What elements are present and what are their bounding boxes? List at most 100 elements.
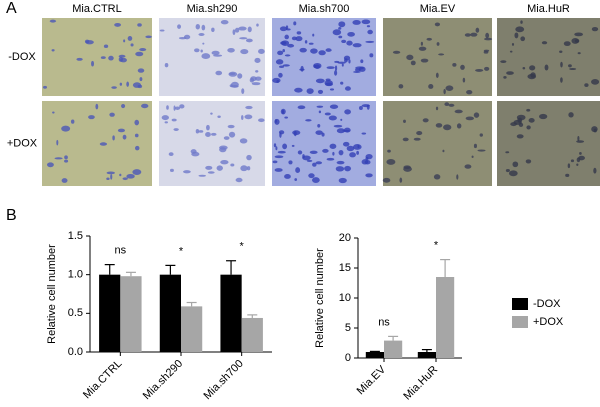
cell bbox=[198, 130, 204, 133]
cell bbox=[358, 66, 366, 72]
cell bbox=[569, 67, 577, 70]
cell bbox=[406, 54, 414, 61]
cell bbox=[121, 103, 126, 109]
cell bbox=[367, 29, 373, 35]
cell bbox=[341, 39, 347, 44]
cell bbox=[246, 166, 251, 171]
cell bbox=[240, 49, 249, 55]
cell bbox=[215, 70, 223, 76]
cell bbox=[347, 31, 355, 37]
cell bbox=[211, 50, 220, 56]
cell bbox=[322, 148, 329, 153]
cell bbox=[353, 144, 362, 150]
cell bbox=[174, 106, 181, 110]
cell bbox=[52, 111, 55, 114]
cell bbox=[239, 37, 248, 40]
cell bbox=[435, 72, 439, 78]
cell bbox=[568, 64, 572, 68]
cell bbox=[399, 177, 403, 183]
cell bbox=[164, 121, 168, 124]
cell bbox=[241, 115, 244, 120]
cell bbox=[227, 47, 235, 53]
cell bbox=[285, 28, 291, 31]
cell bbox=[325, 48, 332, 52]
cell bbox=[571, 38, 580, 44]
cell bbox=[84, 39, 90, 44]
cell bbox=[177, 24, 182, 29]
cell bbox=[563, 41, 571, 47]
cell bbox=[282, 143, 288, 150]
column-header: Mia.CTRL bbox=[72, 3, 122, 15]
cell bbox=[348, 59, 351, 64]
cell bbox=[288, 160, 293, 165]
cell bbox=[305, 119, 312, 122]
cell bbox=[462, 77, 466, 83]
cell bbox=[341, 63, 344, 67]
cell bbox=[541, 41, 548, 45]
cell bbox=[273, 143, 277, 148]
bar bbox=[120, 276, 142, 352]
cell bbox=[343, 127, 351, 133]
legend-label: -DOX bbox=[533, 298, 561, 310]
cell bbox=[169, 168, 174, 172]
cell bbox=[132, 82, 142, 88]
cell bbox=[560, 77, 563, 83]
bar bbox=[417, 352, 436, 358]
cell bbox=[326, 157, 335, 161]
cell bbox=[358, 106, 363, 111]
cell bbox=[274, 118, 280, 125]
cell bbox=[315, 161, 323, 165]
cell bbox=[228, 131, 236, 138]
cell bbox=[310, 48, 318, 54]
cell bbox=[464, 164, 472, 169]
x-tick-label: Mia.sh700 bbox=[201, 358, 245, 402]
cell bbox=[272, 77, 281, 83]
cell bbox=[570, 159, 575, 163]
cell bbox=[237, 73, 243, 79]
cell bbox=[183, 34, 191, 40]
column-header: Mia.EV bbox=[420, 3, 456, 15]
cell bbox=[173, 128, 179, 131]
cell bbox=[106, 171, 115, 175]
cell bbox=[254, 57, 261, 63]
cell bbox=[336, 160, 345, 165]
cell bbox=[567, 163, 571, 169]
cell bbox=[511, 42, 515, 46]
cell bbox=[329, 143, 337, 149]
cell bbox=[284, 174, 291, 179]
cell bbox=[76, 57, 83, 61]
cell bbox=[516, 134, 524, 139]
cell bbox=[207, 171, 215, 174]
cell bbox=[195, 128, 200, 134]
cell bbox=[183, 170, 191, 174]
cell bbox=[361, 159, 369, 165]
cell bbox=[279, 65, 285, 69]
cell bbox=[230, 84, 239, 88]
cell bbox=[456, 123, 462, 129]
cell bbox=[506, 71, 514, 75]
cell bbox=[306, 159, 313, 162]
cell bbox=[420, 58, 429, 63]
legend-swatch bbox=[512, 298, 528, 310]
cell bbox=[317, 123, 321, 128]
cell bbox=[219, 147, 227, 153]
cell bbox=[210, 112, 213, 115]
row-label: +DOX bbox=[7, 137, 38, 149]
cell bbox=[247, 26, 252, 33]
y-tick-label: 0.0 bbox=[68, 346, 83, 358]
cell bbox=[365, 40, 375, 43]
cell bbox=[334, 70, 338, 76]
cell bbox=[436, 42, 440, 46]
cell bbox=[195, 23, 200, 30]
cell bbox=[344, 109, 351, 115]
cell bbox=[470, 32, 478, 37]
cell bbox=[324, 80, 333, 86]
cell bbox=[422, 118, 429, 123]
cell bbox=[216, 165, 223, 171]
cell bbox=[132, 169, 142, 175]
micrograph bbox=[497, 18, 600, 96]
cell bbox=[317, 89, 324, 95]
cell bbox=[324, 112, 331, 116]
significance: * bbox=[240, 241, 245, 253]
bar bbox=[181, 306, 203, 352]
